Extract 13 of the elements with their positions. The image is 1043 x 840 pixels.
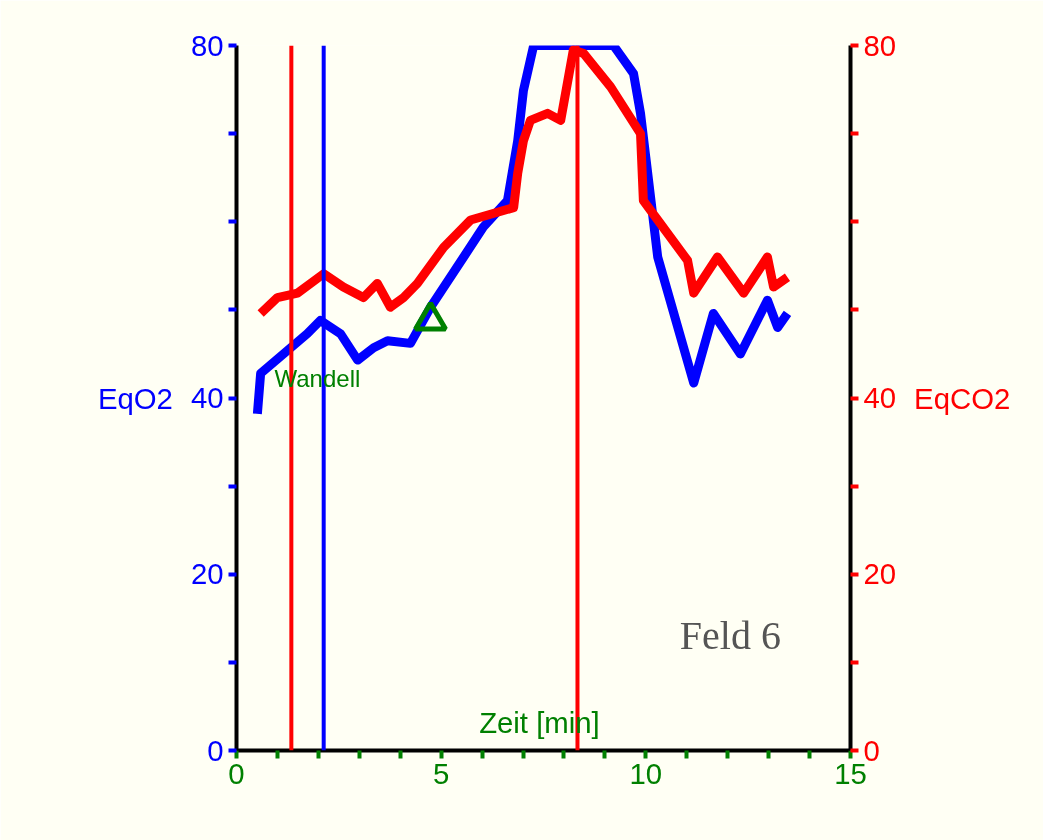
y2-tick-label: 80 — [863, 28, 897, 62]
y-tick-label: 80 — [190, 28, 224, 62]
y-axis-title: EqO2 — [97, 381, 173, 415]
x-tick-label: 5 — [433, 756, 450, 790]
y2-tick-label: 20 — [863, 557, 897, 591]
y-tick-label: 0 — [207, 733, 224, 767]
x-tick-label: 0 — [228, 756, 245, 790]
y-tick-label: 20 — [190, 557, 224, 591]
x-tick-label: 10 — [629, 756, 663, 790]
y-tick-label: 40 — [190, 381, 224, 414]
annotation: Feld 6 — [679, 613, 781, 658]
y2-axis-title: EqCO2 — [914, 381, 1011, 415]
y2-tick-label: 40 — [863, 381, 897, 414]
